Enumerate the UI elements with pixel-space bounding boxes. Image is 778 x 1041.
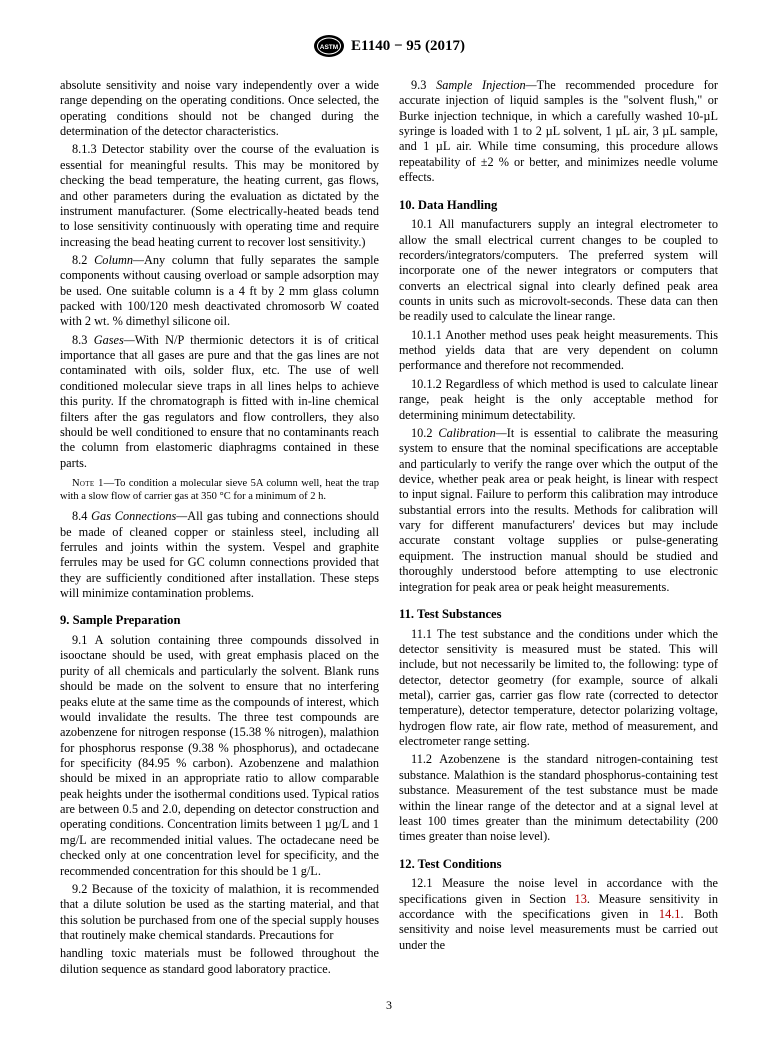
para-9-2a: 9.2 Because of the toxicity of malathion…	[60, 882, 379, 943]
designation: E1140 − 95 (2017)	[351, 38, 465, 55]
xref-13[interactable]: 13	[575, 892, 587, 906]
run-in-title: Sample Injection—	[436, 78, 537, 92]
section-12-title: 12. Test Conditions	[399, 857, 718, 873]
note-label: Note 1—	[72, 478, 115, 489]
para-12-1: 12.1 Measure the noise level in accordan…	[399, 876, 718, 953]
run-in-title: Calibration—	[438, 426, 506, 440]
para-8-3: 8.3 Gases—With N/P thermionic detectors …	[60, 333, 379, 471]
section-11-title: 11. Test Substances	[399, 607, 718, 623]
svg-text:ASTM: ASTM	[320, 44, 338, 51]
para-8-4: 8.4 Gas Connections—All gas tubing and c…	[60, 509, 379, 601]
astm-logo: ASTM	[313, 34, 345, 58]
para-10-2: 10.2 Calibration—It is essential to cali…	[399, 426, 718, 595]
para-11-2: 11.2 Azobenzene is the standard nitrogen…	[399, 752, 718, 844]
para-8-2: 8.2 Column—Any column that fully separat…	[60, 253, 379, 330]
num: 9.3	[411, 78, 436, 92]
para-11-1: 11.1 The test substance and the conditio…	[399, 627, 718, 750]
para-10-1-2: 10.1.2 Regardless of which method is use…	[399, 377, 718, 423]
xref-14-1[interactable]: 14.1	[659, 907, 681, 921]
num: 10.2	[411, 426, 438, 440]
run-in-title: Gases—	[94, 333, 135, 347]
para-9-1: 9.1 A solution containing three compound…	[60, 633, 379, 879]
body-columns: absolute sensitivity and noise vary inde…	[60, 78, 718, 981]
para-9-3: 9.3 Sample Injection—The recommended pro…	[399, 78, 718, 186]
num: 8.2	[72, 253, 94, 267]
section-10-title: 10. Data Handling	[399, 198, 718, 214]
page-header: ASTM E1140 − 95 (2017)	[0, 34, 778, 58]
para-10-1: 10.1 All manufacturers supply an integra…	[399, 217, 718, 325]
body: It is essential to calibrate the measuri…	[399, 426, 718, 594]
body: With N/P thermionic detectors it is of c…	[60, 333, 379, 470]
body: The recommended procedure for accurate i…	[399, 78, 718, 184]
para-8-1-3: 8.1.3 Detector stability over the course…	[60, 142, 379, 250]
page-number: 3	[0, 998, 778, 1013]
para-10-1-1: 10.1.1 Another method uses peak height m…	[399, 328, 718, 374]
run-in-title: Gas Connections—	[91, 509, 187, 523]
para-9-2b: handling toxic materials must be followe…	[60, 946, 379, 977]
num: 8.4	[72, 509, 91, 523]
num: 8.3	[72, 333, 94, 347]
note-1: Note 1—To condition a molecular sieve 5A…	[60, 477, 379, 503]
para-8-intro-cont: absolute sensitivity and noise vary inde…	[60, 78, 379, 139]
run-in-title: Column—	[94, 253, 144, 267]
section-9-title: 9. Sample Preparation	[60, 613, 379, 629]
